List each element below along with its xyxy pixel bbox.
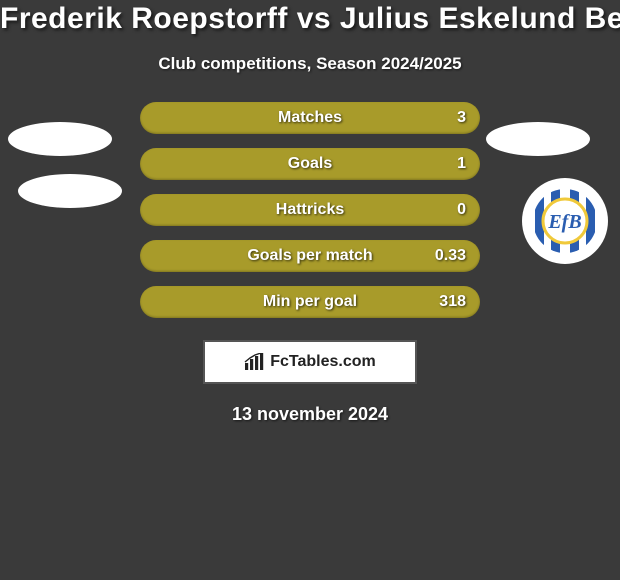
club-logo: EfB [522, 178, 608, 264]
stat-value: 0 [457, 201, 466, 219]
subtitle: Club competitions, Season 2024/2025 [0, 54, 620, 74]
stat-row: Goals 1 [140, 148, 480, 180]
svg-text:EfB: EfB [547, 211, 581, 233]
stat-value: 0.33 [435, 247, 466, 265]
fctables-label: FcTables.com [270, 353, 376, 371]
stat-label: Hattricks [276, 201, 344, 219]
left-player-badge-1 [8, 122, 112, 156]
page-title: Frederik Roepstorff vs Julius Eskelund B… [0, 2, 620, 36]
fctables-watermark: FcTables.com [203, 340, 417, 384]
bar-chart-icon [244, 353, 264, 371]
efb-logo-icon: EfB [529, 185, 601, 257]
right-player-badge [486, 122, 590, 156]
stat-label: Goals [288, 155, 332, 173]
stat-row: Matches 3 [140, 102, 480, 134]
stat-value: 1 [457, 155, 466, 173]
stat-row: Min per goal 318 [140, 286, 480, 318]
stat-label: Goals per match [247, 247, 372, 265]
stats-list: Matches 3 Goals 1 Hattricks 0 Goals per match 0… [140, 102, 480, 318]
stat-label: Min per goal [263, 293, 357, 311]
stat-label: Matches [278, 109, 342, 127]
stat-value: 318 [439, 293, 466, 311]
stat-row: Goals per match 0.33 [140, 240, 480, 272]
stat-value: 3 [457, 109, 466, 127]
comparison-card: Frederik Roepstorff vs Julius Eskelund B… [0, 0, 620, 425]
left-player-badge-2 [18, 174, 122, 208]
stat-row: Hattricks 0 [140, 194, 480, 226]
date-label: 13 november 2024 [0, 404, 620, 425]
